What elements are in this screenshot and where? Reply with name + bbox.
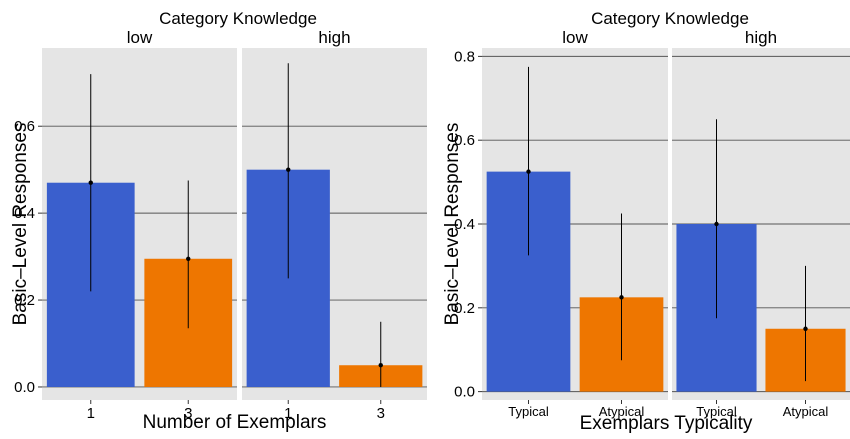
facet-label: low	[127, 28, 153, 47]
x-tick-label: 3	[377, 405, 385, 422]
y-axis-title: Basic–Level Responses	[10, 123, 31, 326]
y-tick-label: 0.4	[454, 216, 475, 233]
x-tick-label: Typical	[696, 404, 737, 419]
mean-point	[803, 326, 808, 331]
x-tick-label: 1	[87, 405, 95, 422]
facet-label: low	[562, 28, 588, 47]
x-tick-label: Atypical	[599, 404, 645, 419]
mean-point	[88, 180, 93, 185]
x-tick-label: Atypical	[783, 404, 829, 419]
x-tick-label: 3	[184, 405, 192, 422]
facet-label: high	[745, 28, 777, 47]
y-tick-label: 0.6	[14, 118, 35, 135]
x-axis-title: Number of Exemplars	[143, 412, 327, 433]
mean-point	[619, 295, 624, 300]
facet-label: high	[318, 28, 350, 47]
y-tick-label: 0.6	[454, 132, 475, 149]
x-axis-title: Exemplars Typicality	[580, 413, 753, 434]
y-tick-label: 0.4	[14, 205, 35, 222]
facet-super-title: Category Knowledge	[591, 9, 749, 28]
y-tick-label: 0.0	[14, 379, 35, 396]
y-tick-label: 0.0	[454, 384, 475, 401]
y-tick-label: 0.2	[14, 292, 35, 309]
mean-point	[286, 167, 291, 172]
y-tick-label: 0.2	[454, 300, 475, 317]
y-tick-label: 0.8	[454, 48, 475, 65]
x-tick-label: 1	[284, 405, 292, 422]
mean-point	[186, 256, 191, 261]
x-tick-label: Typical	[508, 404, 549, 419]
mean-point	[378, 363, 383, 368]
mean-point	[526, 169, 531, 174]
mean-point	[714, 221, 719, 227]
y-axis-title: Basic–Level Responses	[442, 123, 463, 326]
facet-super-title: Category Knowledge	[159, 9, 317, 28]
